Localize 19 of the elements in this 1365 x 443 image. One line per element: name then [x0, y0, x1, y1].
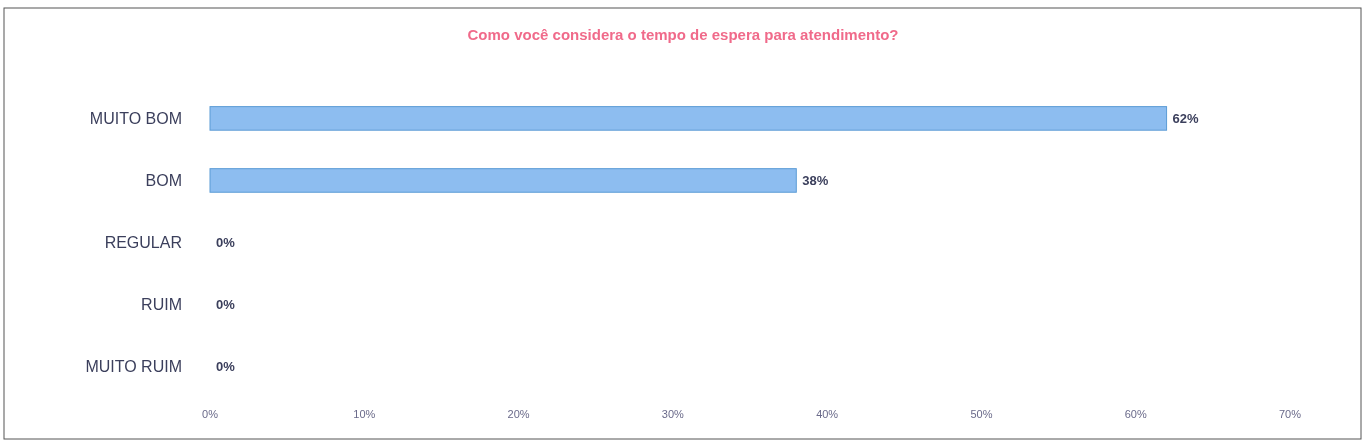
y-tick-label: MUITO BOM	[89, 110, 182, 127]
data-label: 38%	[802, 173, 829, 188]
x-tick-label: 20%	[507, 408, 530, 420]
y-tick-label: BOM	[145, 172, 182, 190]
data-label: 0%	[216, 359, 236, 375]
x-tick-label: 0%	[202, 408, 219, 420]
data-label: 0%	[216, 235, 236, 251]
data-label: 0%	[216, 297, 236, 313]
x-tick-label: 10%	[353, 408, 376, 420]
data-label: 62%	[1172, 110, 1200, 126]
x-tick-label: 30%	[661, 408, 685, 420]
x-tick-label: 50%	[970, 408, 993, 420]
y-tick-label: MUITO RUIM	[85, 358, 182, 376]
y-tick-label: REGULAR	[104, 234, 182, 252]
y-tick-label: RUIM	[141, 296, 182, 314]
x-tick-label: 70%	[1278, 408, 1302, 420]
x-tick-label: 60%	[1124, 408, 1147, 420]
x-tick-label: 40%	[816, 408, 839, 420]
chart-title: Como você considera o tempo de espera para atendimento?	[467, 26, 899, 43]
